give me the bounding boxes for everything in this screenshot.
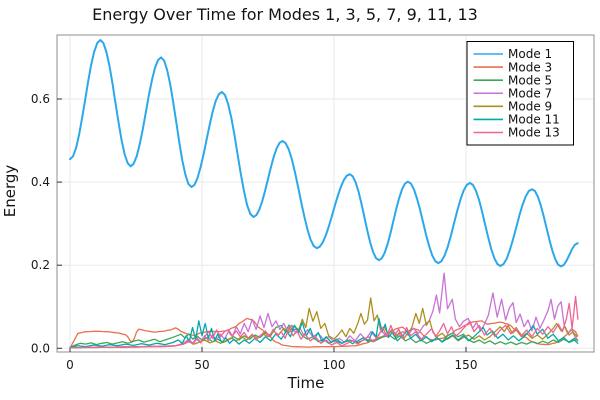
chart-title: Energy Over Time for Modes 1, 3, 5, 7, 9…: [92, 5, 478, 24]
y-tick-label: 0.0: [31, 341, 50, 355]
legend-label-mode-11: Mode 11: [508, 113, 560, 127]
legend-label-mode-7: Mode 7: [508, 86, 552, 100]
y-tick-label: 0.6: [31, 92, 50, 106]
series-line-mode-5: [69, 324, 579, 349]
y-tick-label: 0.2: [31, 258, 50, 272]
legend-label-mode-9: Mode 9: [508, 100, 552, 114]
series-line-mode-13: [69, 295, 579, 349]
legend-label-mode-1: Mode 1: [508, 47, 552, 61]
series-line-mode-7: [69, 272, 579, 349]
x-tick-label: 0: [66, 358, 74, 372]
x-tick-label: 50: [194, 358, 209, 372]
legend-label-mode-3: Mode 3: [508, 60, 552, 74]
series-line-mode-1: [69, 39, 579, 268]
legend-label-mode-5: Mode 5: [508, 73, 552, 87]
y-tick-label: 0.4: [31, 175, 50, 189]
x-axis-label: Time: [287, 374, 325, 392]
y-axis-label: Energy: [1, 164, 19, 218]
x-tick-label: 100: [323, 358, 346, 372]
x-tick-label: 150: [455, 358, 478, 372]
legend-label-mode-13: Mode 13: [508, 126, 560, 140]
series-line-mode-3: [69, 317, 579, 349]
plot-frame: [56, 34, 595, 353]
